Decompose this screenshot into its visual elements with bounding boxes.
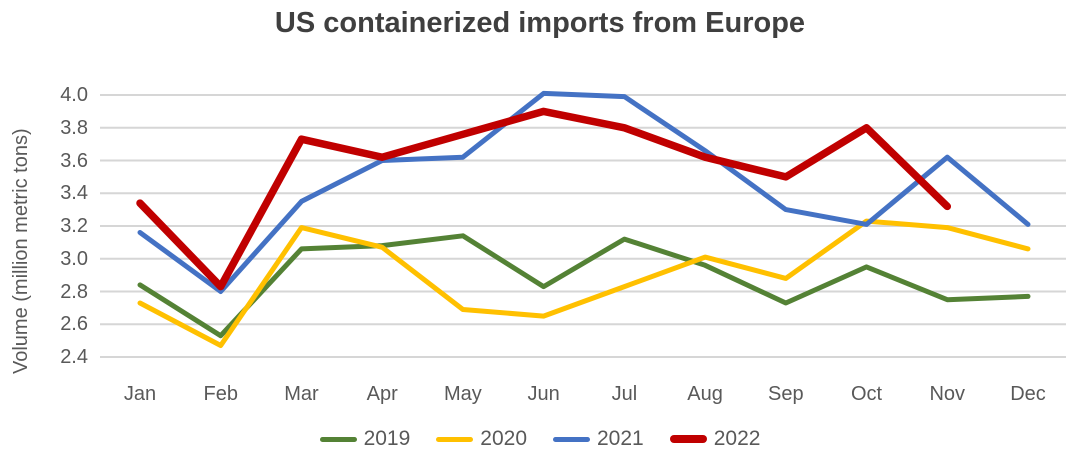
legend-label: 2022 [713,427,761,450]
x-axis-month-label: Apr [366,383,398,405]
y-axis-tick-label: 3.8 [60,116,88,139]
y-axis-tick-label: 2.4 [60,346,88,368]
series-line-2020 [137,218,1031,348]
legend-item-2022: 2022 [669,427,761,451]
legend-item-2019: 2019 [319,427,411,451]
legend-item-2021: 2021 [553,427,644,451]
legend-swatch-2021 [553,436,590,442]
x-axis-month-label: Sep [768,383,804,405]
legend-swatch-2022 [669,435,707,443]
y-axis-tick-label: 3.6 [60,149,88,172]
x-axis-month-label: Oct [850,383,883,405]
x-axis-month-label: Jun [527,383,560,405]
y-axis-tick-label: 2.8 [60,280,88,303]
y-axis-tick-label: 3.0 [60,247,88,270]
x-axis-month-label: Jan [123,383,157,405]
legend-swatch-2020 [436,436,474,442]
x-axis-month-label: Nov [929,383,966,405]
y-axis-tick-label: 3.2 [60,215,88,237]
y-axis-tick-label: 2.6 [60,313,88,336]
series-line-2021 [137,90,1031,294]
x-axis-month-label: May [444,383,482,405]
x-axis-month-label: Jul [611,383,638,405]
legend-label: 2020 [480,427,527,450]
y-axis-tick-label: 3.4 [60,182,88,205]
chart-title: US containerized imports from Europe [274,7,806,39]
series-line-2019 [137,233,1031,339]
series-line-2022 [136,107,952,291]
legend-swatch-2019 [319,436,357,442]
legend: 2019 2020 2021 2022 [0,427,1080,451]
x-axis-month-label: Feb [203,383,238,405]
y-axis-tick-label: 4.0 [60,84,88,106]
legend-label: 2019 [363,427,411,450]
legend-label: 2021 [597,427,644,450]
x-axis-month-label: Mar [284,383,319,405]
x-axis-month-label: Dec [1010,383,1046,405]
x-axis-month-label: Aug [687,383,723,405]
legend-item-2020: 2020 [436,427,527,451]
